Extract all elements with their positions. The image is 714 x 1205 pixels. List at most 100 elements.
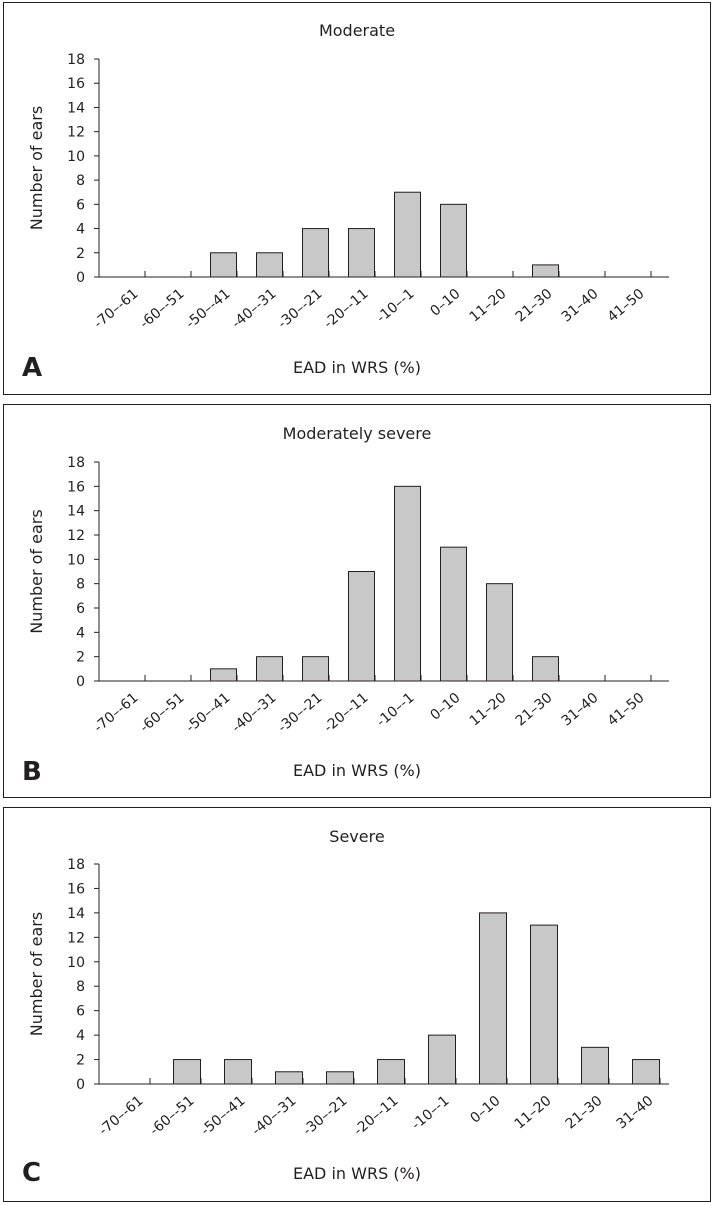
y-tick-label: 6	[76, 197, 85, 213]
chart-panel-moderately-severe: Moderately severe Number of ears 0 2 4 6 8 10 12…	[3, 404, 711, 798]
x-tick-label: 0–10	[467, 1093, 503, 1127]
chart-title: Moderately severe	[283, 424, 432, 443]
y-axis-label: Number of ears	[27, 106, 46, 230]
y-tick-label: 14	[67, 100, 85, 116]
x-tick-label: -50–-41	[198, 1093, 249, 1139]
y-tick-label: 6	[76, 1004, 85, 1020]
y-tick-label: 18	[67, 52, 85, 68]
x-tick-label: -50–-41	[183, 286, 234, 332]
x-tick-label: -30–-21	[275, 690, 326, 736]
y-tick-label: 14	[67, 504, 85, 520]
x-tick-label: -70–-61	[96, 1093, 147, 1139]
bar	[326, 1071, 354, 1085]
y-tick-label: 12	[67, 528, 85, 544]
x-tick-label: -50–-41	[183, 690, 234, 736]
y-tick-label: 4	[76, 1028, 85, 1044]
x-tick-label: -10–-1	[409, 1093, 453, 1133]
x-tick-label: 41–50	[605, 286, 648, 326]
y-tick-label: 8	[76, 577, 85, 593]
y-tick-label: 8	[76, 173, 85, 189]
x-tick-label: -70–-61	[91, 286, 142, 332]
bar-chart-moderate: Moderate Number of ears 0 2 4 6 8 10 12 14 16 18 -70…	[27, 21, 669, 377]
y-tick-label: 16	[67, 76, 85, 92]
x-tick-label: 31–40	[559, 690, 602, 730]
y-tick-label: 0	[76, 270, 85, 286]
y-tick-label: 10	[67, 149, 85, 165]
x-tick-label: -60–-51	[137, 690, 188, 736]
x-tick-label: 11–20	[467, 286, 510, 326]
x-tick-label: 21–30	[513, 690, 556, 730]
x-tick-label: 31–40	[614, 1093, 657, 1133]
x-tick-label: 31–40	[559, 286, 602, 326]
x-tick-label: -30–-21	[275, 286, 326, 332]
bar	[581, 1046, 609, 1085]
x-tick-label: -60–-51	[147, 1093, 198, 1139]
bar	[428, 1034, 456, 1085]
y-tick-label: 2	[76, 650, 85, 666]
y-tick-label: 12	[67, 930, 85, 946]
bar	[377, 1059, 405, 1085]
y-tick-label: 18	[67, 857, 85, 873]
y-tick-label: 0	[76, 674, 85, 690]
bar	[173, 1059, 201, 1085]
x-tick-label: -10–-1	[374, 286, 418, 326]
panel-letter: C	[22, 1158, 42, 1188]
chart-title: Severe	[329, 827, 384, 846]
x-tick-label: 0–10	[427, 690, 463, 724]
x-tick-label: 21–30	[563, 1093, 606, 1133]
bar	[486, 583, 513, 682]
bar	[302, 656, 329, 682]
bar	[479, 912, 507, 1085]
bar	[530, 924, 558, 1085]
x-tick-label: -20–-11	[321, 286, 372, 332]
y-tick-label: 4	[76, 625, 85, 641]
y-tick-label: 6	[76, 601, 85, 617]
y-tick-label: 2	[76, 246, 85, 262]
x-tick-label: 11–20	[512, 1093, 555, 1133]
bar	[224, 1059, 252, 1085]
x-axis-label: EAD in WRS (%)	[293, 761, 421, 780]
x-tick-label: 11–20	[467, 690, 510, 730]
bar	[275, 1071, 303, 1085]
bar	[210, 252, 237, 278]
chart-panel-severe: Severe Number of ears 0 2 4 6 8 10 12 14 16 18 -70–-…	[3, 807, 711, 1202]
y-tick-label: 18	[67, 455, 85, 471]
x-axis-label: EAD in WRS (%)	[293, 358, 421, 377]
y-tick-label: 8	[76, 979, 85, 995]
y-tick-label: 10	[67, 955, 85, 971]
bar	[256, 252, 283, 278]
bar	[440, 203, 467, 278]
bar	[348, 571, 375, 682]
y-tick-label: 16	[67, 881, 85, 897]
x-tick-label: -60–-51	[137, 286, 188, 332]
x-tick-label: -40–-31	[229, 690, 280, 736]
bar-chart-moderately-severe: Moderately severe Number of ears 0 2 4 6 8 10 12…	[27, 424, 669, 780]
y-tick-label: 12	[67, 125, 85, 141]
chart-title: Moderate	[319, 21, 395, 40]
y-axis-label: Number of ears	[27, 912, 46, 1036]
x-tick-label: 41–50	[605, 690, 648, 730]
y-tick-label: 2	[76, 1053, 85, 1069]
x-tick-label: -40–-31	[229, 286, 280, 332]
panel-letter: A	[22, 353, 43, 383]
x-tick-label: -30–-21	[300, 1093, 351, 1139]
bar	[256, 656, 283, 682]
bar-chart-severe: Severe Number of ears 0 2 4 6 8 10 12 14 16 18 -70–-…	[27, 827, 669, 1183]
panel-letter: B	[22, 757, 42, 787]
bar	[210, 668, 237, 682]
bar	[302, 228, 329, 278]
y-tick-label: 14	[67, 906, 85, 922]
y-axis-label: Number of ears	[27, 509, 46, 633]
x-tick-label: -20–-11	[351, 1093, 402, 1139]
y-tick-label: 4	[76, 222, 85, 238]
bar	[532, 264, 559, 278]
chart-panel-moderate: Moderate Number of ears 0 2 4 6 8 10 12 14 16 18 -70…	[3, 2, 711, 395]
y-tick-label: 10	[67, 552, 85, 568]
x-axis-label: EAD in WRS (%)	[293, 1164, 421, 1183]
bar	[440, 546, 467, 682]
y-tick-label: 16	[67, 479, 85, 495]
x-tick-label: -70–-61	[91, 690, 142, 736]
bar	[348, 228, 375, 278]
x-tick-label: 21–30	[513, 286, 556, 326]
bar	[394, 191, 421, 278]
